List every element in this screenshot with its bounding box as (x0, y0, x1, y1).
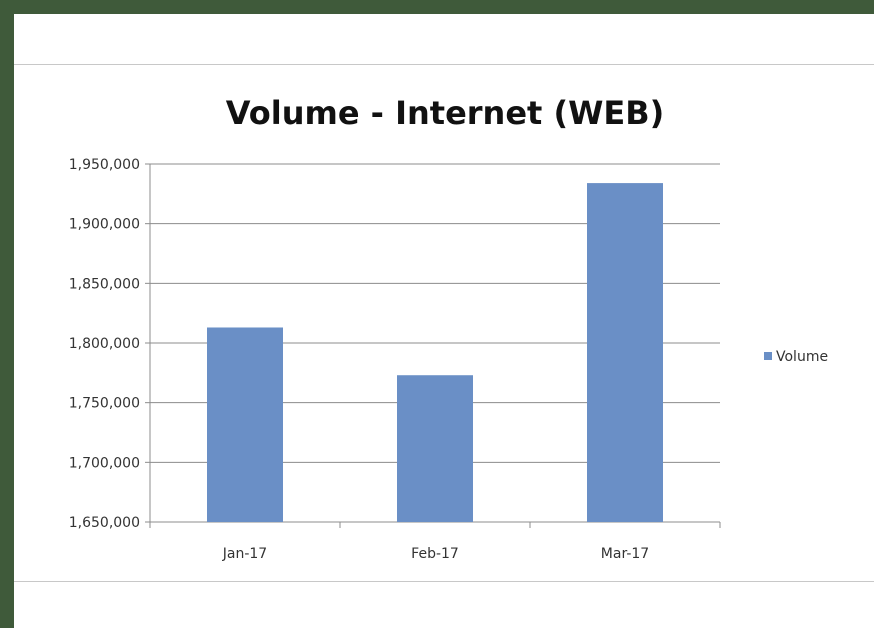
x-axis-tick-labels: Jan-17 Feb-17 Mar-17 (222, 546, 649, 562)
y-axis-tick-label: 1,800,000 (69, 336, 140, 352)
y-axis-tick-label: 1,750,000 (69, 396, 140, 412)
chart-area (14, 14, 874, 628)
y-axis-tick-labels: 1,650,000 1,700,000 1,750,000 1,800,000 1,85… (69, 157, 140, 531)
bars (207, 183, 663, 523)
bar-mar-17 (587, 183, 663, 523)
window-frame-top (0, 0, 874, 14)
chart-title: Volume - Internet (WEB) (226, 94, 665, 132)
y-axis-tick-label: 1,950,000 (69, 157, 140, 173)
chart-border-bottom (14, 581, 874, 582)
y-axis-tick-label: 1,700,000 (69, 455, 140, 471)
legend: Volume (764, 349, 828, 365)
bar-feb-17 (397, 375, 473, 522)
x-axis-tick-label: Jan-17 (222, 546, 267, 562)
window-frame-left (0, 0, 14, 628)
bar-jan-17 (207, 327, 283, 522)
legend-label: Volume (776, 349, 828, 365)
y-axis-tick-label: 1,650,000 (69, 515, 140, 531)
y-axis-tick-label: 1,900,000 (69, 217, 140, 233)
y-axis-tick-label: 1,850,000 (69, 276, 140, 292)
x-axis-tick-label: Feb-17 (411, 546, 459, 562)
chart-border-top (14, 64, 874, 65)
x-axis-tick-label: Mar-17 (601, 546, 649, 562)
legend-swatch (764, 352, 772, 360)
